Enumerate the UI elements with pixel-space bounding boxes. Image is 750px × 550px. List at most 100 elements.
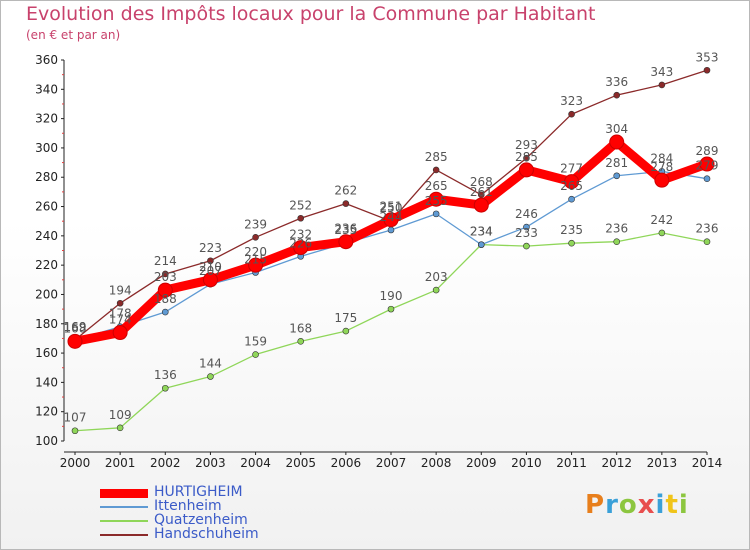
- x-tick-label: 2006: [331, 456, 362, 470]
- data-point: [338, 234, 354, 250]
- data-label: 244: [380, 210, 403, 224]
- data-label: 289: [696, 144, 719, 158]
- x-tick-label: 2009: [466, 456, 497, 470]
- data-point: [116, 424, 124, 432]
- data-label: 107: [64, 411, 87, 425]
- data-label: 188: [154, 292, 177, 306]
- data-label: 136: [154, 368, 177, 382]
- legend-swatch: [100, 488, 148, 498]
- data-label: 234: [470, 225, 493, 239]
- legend-swatch: [100, 534, 148, 536]
- data-label: 279: [696, 159, 719, 173]
- data-label: 265: [425, 179, 448, 193]
- logo-letter: i: [678, 490, 689, 520]
- data-point: [297, 214, 305, 222]
- data-point: [523, 223, 530, 231]
- data-point: [297, 338, 305, 345]
- data-label: 261: [470, 185, 493, 199]
- y-tick-label: 320: [35, 112, 58, 126]
- data-label: 285: [425, 150, 448, 164]
- y-tick-label: 220: [35, 258, 58, 272]
- data-label: 265: [560, 179, 583, 193]
- x-tick-label: 2004: [240, 456, 271, 470]
- data-label: 233: [515, 226, 538, 240]
- data-label: 174: [109, 313, 132, 327]
- x-tick-label: 2012: [601, 456, 632, 470]
- data-label: 203: [154, 270, 177, 284]
- data-label: 262: [334, 184, 357, 198]
- data-point: [161, 270, 169, 278]
- data-point: [613, 91, 621, 99]
- data-label: 178: [109, 307, 132, 321]
- x-tick-label: 2014: [692, 456, 723, 470]
- y-tick-label: 140: [35, 375, 58, 389]
- data-label: 207: [199, 264, 222, 278]
- data-point: [568, 195, 575, 203]
- data-point: [564, 174, 580, 190]
- x-tick-label: 2011: [556, 456, 587, 470]
- data-label: 214: [154, 254, 177, 268]
- data-label: 252: [289, 198, 312, 212]
- data-point: [703, 175, 711, 182]
- x-tick-label: 2003: [195, 456, 226, 470]
- data-label: 215: [244, 252, 267, 266]
- y-tick-label: 300: [35, 141, 58, 155]
- data-label: 281: [605, 156, 628, 170]
- data-point: [293, 240, 309, 256]
- data-label: 277: [560, 162, 583, 176]
- data-point: [699, 156, 715, 172]
- data-label: 255: [425, 194, 448, 208]
- x-tick-label: 2007: [376, 456, 407, 470]
- data-label: 284: [650, 151, 673, 165]
- x-tick-label: 2002: [150, 456, 181, 470]
- legend-swatch: [100, 520, 148, 522]
- x-tick-label: 2001: [105, 456, 136, 470]
- y-tick-label: 260: [35, 200, 58, 214]
- data-point: [432, 166, 440, 174]
- data-label: 251: [380, 200, 403, 214]
- data-point: [658, 81, 666, 89]
- data-label: 234: [470, 225, 493, 239]
- data-label: 175: [334, 311, 357, 325]
- logo-letter: i: [655, 490, 666, 520]
- data-label: 235: [334, 223, 357, 237]
- data-label: 159: [244, 335, 267, 349]
- legend-label: Quatzenheim: [154, 512, 248, 528]
- data-point: [613, 238, 621, 246]
- data-point: [202, 272, 218, 288]
- data-label: 293: [515, 138, 538, 152]
- data-point: [523, 242, 530, 250]
- data-label: 278: [650, 160, 673, 174]
- data-point: [703, 66, 711, 74]
- data-label: 144: [199, 357, 222, 371]
- data-point: [658, 229, 666, 237]
- data-label: 285: [515, 150, 538, 164]
- data-label: 304: [605, 122, 628, 136]
- data-label: 169: [64, 320, 87, 334]
- chart-title: Evolution des Impôts locaux pour la Comm…: [26, 3, 596, 25]
- x-tick-label: 2008: [421, 456, 452, 470]
- data-label: 236: [334, 222, 357, 236]
- data-point: [71, 427, 79, 435]
- logo-letter: o: [618, 490, 638, 520]
- data-label: 343: [650, 65, 673, 79]
- data-label: 220: [244, 245, 267, 259]
- data-label: 203: [425, 270, 448, 284]
- data-label: 250: [380, 201, 403, 215]
- data-point: [252, 234, 259, 241]
- data-point: [207, 257, 214, 265]
- data-label: 190: [380, 289, 403, 303]
- data-point: [477, 241, 485, 248]
- data-point: [157, 282, 173, 298]
- legend-swatch: [100, 506, 148, 508]
- legend-label: HURTIGHEIM: [154, 484, 243, 500]
- data-point: [207, 373, 214, 380]
- y-tick-label: 360: [35, 53, 58, 67]
- data-label: 223: [199, 241, 222, 255]
- data-point: [609, 134, 625, 150]
- y-tick-label: 160: [35, 346, 58, 360]
- data-label: 169: [64, 320, 87, 334]
- y-tick-label: 120: [35, 405, 58, 419]
